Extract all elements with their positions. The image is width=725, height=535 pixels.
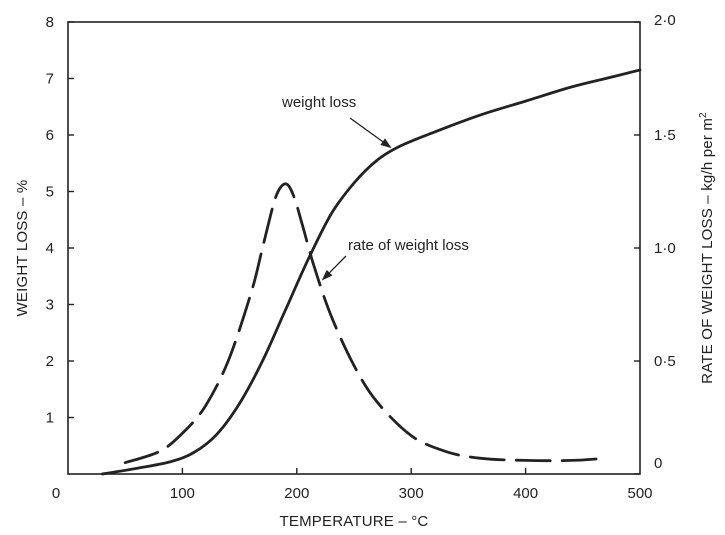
annotation-arrow-head [321,269,333,281]
x-tick-label: 0 [52,485,60,502]
right-axis: 0 0·5 1·0 1·5 2·0 [634,12,676,475]
left-tick-label: 5 [46,184,54,201]
annotation-label: weight loss [281,94,356,111]
rate-of-weight-loss-line [123,182,608,465]
x-axis: 0 100 200 300 400 500 [52,468,653,502]
left-tick-label: 6 [46,127,54,144]
left-tick-label: 3 [46,297,54,314]
left-axis: 1 2 3 4 5 6 7 8 [46,14,74,427]
x-tick-label: 200 [284,485,309,502]
weight-loss-line [100,68,642,476]
left-tick-label: 8 [46,14,54,31]
left-tick-label: 7 [46,71,54,88]
left-tick-label: 4 [46,240,54,257]
right-axis-title-sup: 2 [698,112,709,118]
right-tick-label: 1·0 [654,240,676,257]
annotation-label: rate of weight loss [348,237,469,254]
annotation-arrow-line [329,255,347,274]
right-tick-label: 0·5 [654,353,676,370]
left-tick-label: 2 [46,353,54,370]
series-layer [100,68,642,476]
right-axis-title-main: RATE OF WEIGHT LOSS – kg/h per m [699,118,716,384]
x-tick-label: 500 [627,485,652,502]
right-tick-label: 0 [654,455,662,472]
x-tick-label: 300 [399,485,424,502]
annotation-layer: weight loss rate of weight loss [281,94,469,281]
x-tick-label: 100 [170,485,195,502]
x-axis-title: TEMPERATURE – °C [280,513,429,530]
left-tick-label: 1 [46,410,54,427]
annotation-arrow-head [380,138,392,149]
annotation-arrow-line [349,117,384,143]
right-tick-label: 2·0 [654,12,676,29]
x-tick-label: 400 [513,485,538,502]
right-tick-label: 1·5 [654,127,676,144]
left-axis-title: WEIGHT LOSS – % [14,180,31,317]
right-axis-title: RATE OF WEIGHT LOSS – kg/h per m2 [698,112,716,384]
